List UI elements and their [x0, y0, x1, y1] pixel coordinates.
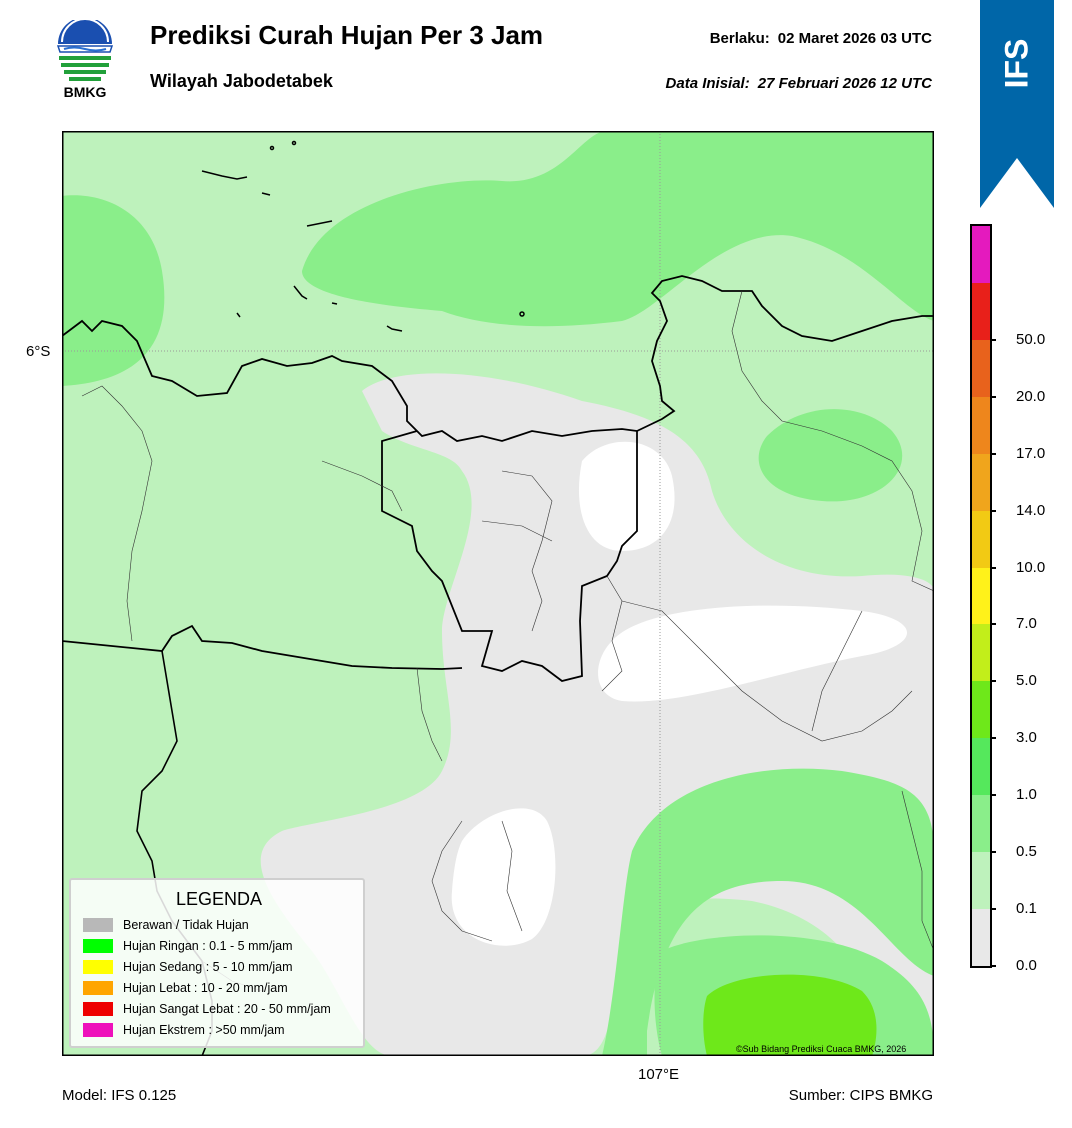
colorbar-label: 0.5 [1016, 843, 1037, 861]
colorbar-tick [990, 851, 996, 854]
coastline [62, 275, 934, 442]
legend-swatch [83, 960, 113, 974]
colorbar-tick [990, 623, 996, 626]
region-subtitle: Wilayah Jabodetabek [150, 71, 333, 91]
colorbar-label: 50.0 [1016, 330, 1046, 348]
colorbar-segment [972, 226, 990, 283]
ifs-ribbon-label: IFS [998, 38, 1035, 89]
colorbar-tick [990, 395, 996, 398]
legend-item: Hujan Ringan : 0.1 - 5 mm/jam [83, 938, 293, 954]
colorbar: 0.0 0.1 0.5 1.0 3.0 5.0 7.0 10.0 14.0 17.0 20.0 50.… [970, 224, 1045, 974]
init-time: Data Inisial: 27 Februari 2026 12 UTC [666, 75, 932, 92]
colorbar-segment [972, 282, 990, 340]
colorbar-segment [972, 852, 990, 910]
valid-time: Berlaku: 02 Maret 2026 03 UTC [710, 30, 932, 47]
legend-box: LEGENDA Berawan / Tidak Hujan Hujan Ring… [69, 878, 365, 1048]
legend-swatch [83, 1002, 113, 1016]
colorbar-label: 20.0 [1016, 387, 1046, 405]
valid-time-value: 02 Maret 2026 03 UTC [777, 30, 932, 47]
colorbar-tick [990, 566, 996, 569]
colorbar-label: 5.0 [1016, 672, 1037, 690]
legend-item: Berawan / Tidak Hujan [83, 917, 249, 933]
colorbar-segment [972, 681, 990, 739]
legend-item: Hujan Ekstrem : >50 mm/jam [83, 1022, 285, 1038]
lon-label: 107°E [638, 1066, 680, 1083]
light-rain-north [302, 131, 934, 327]
no-rain-area [260, 373, 934, 1056]
colorbar-segment [972, 396, 990, 454]
moderate-light-rain [703, 974, 877, 1056]
colorbar-tick [990, 338, 996, 341]
colorbar-segment [972, 738, 990, 796]
colorbar-tick [990, 965, 996, 967]
colorbar-tick [990, 794, 996, 797]
colorbar-tick [990, 452, 996, 455]
legend-item: Hujan Sangat Lebat : 20 - 50 mm/jam [83, 1001, 331, 1017]
copyright-text: ©Sub Bidang Prediksi Cuaca BMKG, 2026 [736, 1044, 907, 1054]
legend-item: Hujan Lebat : 10 - 20 mm/jam [83, 980, 288, 996]
colorbar-tick [990, 737, 996, 740]
colorbar-label: 0.1 [1016, 900, 1037, 918]
colorbar-tick [990, 680, 996, 683]
legend-swatch [83, 981, 113, 995]
legend-title: LEGENDA [175, 889, 263, 909]
model-label: Model: IFS 0.125 [62, 1087, 177, 1104]
legend-swatch [83, 939, 113, 953]
colorbar-tick [990, 509, 996, 512]
colorbar-segment [972, 795, 990, 853]
init-time-value: 27 Februari 2026 12 UTC [757, 75, 932, 92]
bmkg-logo-text: BMKG [63, 84, 107, 100]
legend-label: Hujan Ringan : 0.1 - 5 mm/jam [123, 939, 293, 953]
lat-label: 6°S [26, 343, 51, 360]
colorbar-segment [972, 453, 990, 511]
legend-label: Hujan Sedang : 5 - 10 mm/jam [123, 960, 293, 974]
source-label: Sumber: CIPS BMKG [788, 1087, 933, 1104]
colorbar-segment [972, 510, 990, 568]
colorbar-label: 3.0 [1016, 729, 1037, 747]
legend-label: Hujan Lebat : 10 - 20 mm/jam [123, 981, 288, 995]
colorbar-segment [972, 567, 990, 625]
legend-swatch [83, 1023, 113, 1037]
legend-swatch [83, 918, 113, 932]
init-label: Data Inisial: [665, 75, 750, 92]
colorbar-tick [990, 908, 996, 911]
page-title: Prediksi Curah Hujan Per 3 Jam [150, 20, 544, 50]
legend-label: Hujan Sangat Lebat : 20 - 50 mm/jam [123, 1002, 331, 1016]
ifs-ribbon [980, 0, 1054, 208]
colorbar-segment [972, 909, 990, 966]
valid-label: Berlaku: [709, 30, 770, 47]
colorbar-label: 1.0 [1016, 786, 1037, 804]
colorbar-segment [972, 624, 990, 682]
bmkg-logo-icon [56, 20, 114, 81]
colorbar-label: 17.0 [1016, 444, 1046, 462]
colorbar-label: 14.0 [1016, 501, 1046, 519]
colorbar-label: 7.0 [1016, 615, 1037, 633]
colorbar-label: 0.0 [1016, 957, 1037, 974]
legend-label: Berawan / Tidak Hujan [123, 918, 249, 932]
colorbar-label: 10.0 [1016, 558, 1046, 576]
legend-item: Hujan Sedang : 5 - 10 mm/jam [83, 959, 293, 975]
legend-label: Hujan Ekstrem : >50 mm/jam [123, 1023, 285, 1037]
colorbar-segment [972, 339, 990, 397]
